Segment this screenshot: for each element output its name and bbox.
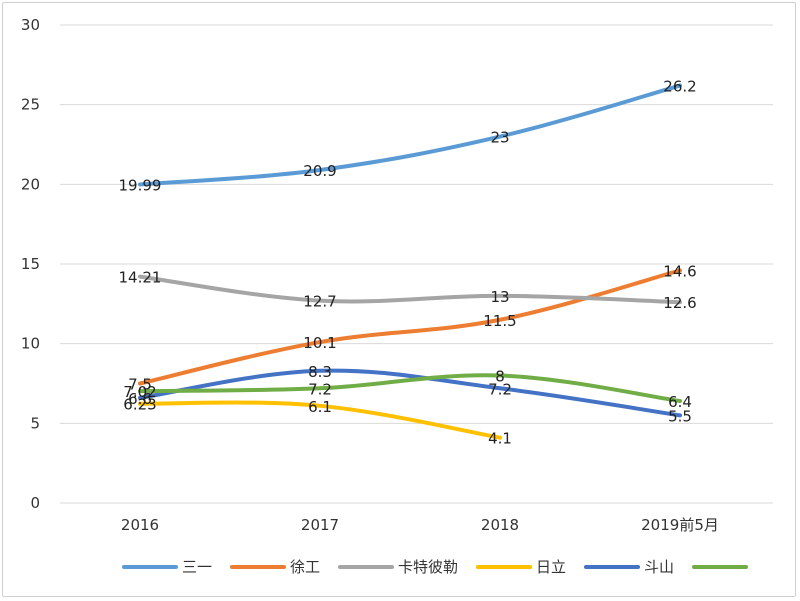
data-label: 12.7 — [303, 293, 336, 311]
data-label: 6.1 — [308, 398, 332, 416]
data-label: 6.23 — [123, 396, 156, 414]
x-tick-label: 2018 — [481, 516, 519, 534]
series-line — [138, 268, 682, 386]
legend: 三一 徐工 卡特彼勒 日立 斗山 — [122, 558, 748, 576]
data-label: 14.6 — [663, 262, 696, 280]
y-axis: 0 5 10 15 20 25 30 — [21, 16, 40, 512]
legend-label: 三一 — [182, 558, 212, 576]
data-label: 5.5 — [668, 407, 692, 425]
y-tick-label: 20 — [21, 175, 40, 193]
data-label: 23 — [490, 129, 509, 147]
y-tick-label: 10 — [21, 335, 40, 353]
x-axis: 2016 2017 2018 2019前5月 — [121, 516, 719, 534]
data-label: 7.5 — [128, 376, 152, 394]
data-label: 8.3 — [308, 363, 332, 381]
y-tick-label: 30 — [21, 16, 40, 34]
data-label: 20.9 — [303, 162, 336, 180]
data-label: 6.4 — [668, 393, 692, 411]
data-label: 11.5 — [483, 312, 516, 330]
legend-label: 斗山 — [644, 558, 674, 576]
y-tick-label: 15 — [21, 255, 40, 273]
data-label: 7.2 — [308, 380, 332, 398]
data-label: 13 — [490, 288, 509, 306]
y-tick-label: 25 — [21, 96, 40, 114]
grid-layer — [60, 24, 773, 504]
data-label: 7.2 — [488, 380, 512, 398]
series-lines — [138, 83, 682, 440]
x-tick-label: 2019前5月 — [641, 516, 719, 534]
y-tick-label: 0 — [30, 494, 40, 512]
legend-label: 日立 — [536, 558, 566, 576]
legend-label: 卡特彼勒 — [398, 558, 458, 576]
series-line — [138, 274, 682, 305]
data-label: 8 — [495, 368, 505, 386]
x-tick-label: 2016 — [121, 516, 159, 534]
series-line — [138, 400, 502, 440]
data-label: 14.21 — [119, 269, 162, 287]
data-label: 12.6 — [663, 294, 696, 312]
data-label: 10.1 — [303, 334, 336, 352]
y-tick-label: 5 — [30, 414, 40, 432]
data-label: 4.1 — [488, 430, 512, 448]
data-label: 6.6 — [128, 390, 152, 408]
data-labels: 19.99 20.9 23 26.2 7.5 10.1 11.5 14.6 14.21 12.7 1… — [119, 78, 697, 448]
series-line — [138, 368, 682, 418]
data-label: 7.02 — [123, 383, 156, 401]
legend-label: 徐工 — [290, 558, 320, 576]
series-line — [138, 373, 682, 404]
data-label: 19.99 — [119, 176, 162, 194]
series-line — [138, 83, 682, 187]
data-label: 26.2 — [663, 78, 696, 96]
x-tick-label: 2017 — [301, 516, 339, 534]
